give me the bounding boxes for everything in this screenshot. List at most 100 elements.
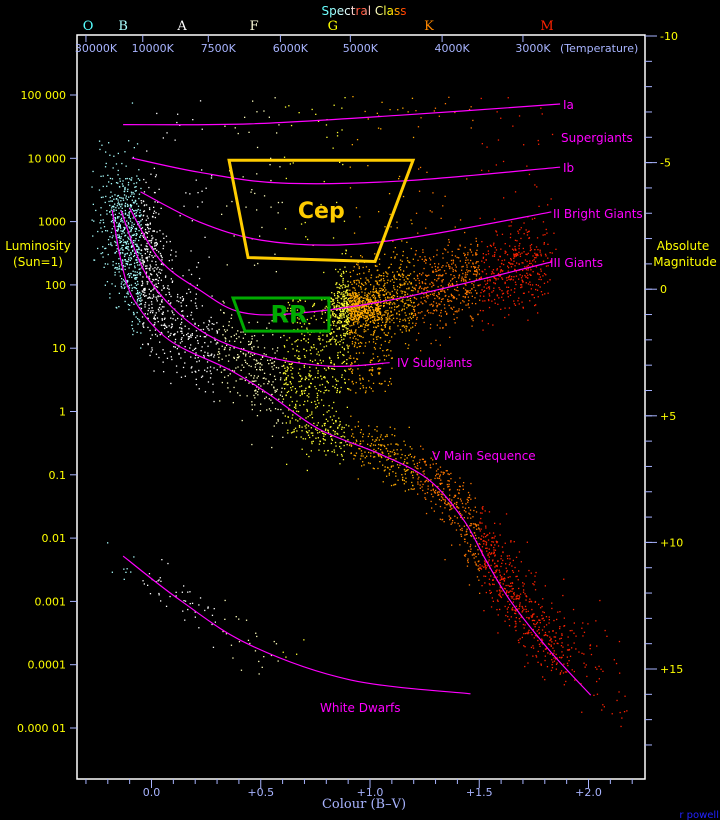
star-point <box>399 464 401 466</box>
star-point <box>127 222 129 224</box>
star-point <box>415 322 417 325</box>
star-point <box>434 290 436 293</box>
star-point <box>133 210 135 212</box>
star-point <box>113 206 115 208</box>
star-point <box>353 345 356 348</box>
star-point <box>454 494 456 497</box>
star-point <box>551 659 553 661</box>
star-point <box>161 299 163 301</box>
star-point <box>333 331 335 333</box>
star-point <box>332 302 334 305</box>
star-point <box>325 428 327 430</box>
star-point <box>171 326 173 328</box>
star-point <box>540 270 542 272</box>
star-point <box>329 333 331 335</box>
star-point <box>309 414 311 416</box>
star-point <box>458 310 460 312</box>
star-point <box>356 306 358 308</box>
star-point <box>452 277 454 280</box>
star-point <box>497 614 499 616</box>
star-point <box>532 255 534 257</box>
star-point <box>513 255 515 257</box>
star-point <box>132 156 135 159</box>
star-point <box>399 286 401 289</box>
star-point <box>413 306 415 308</box>
star-point <box>117 169 119 172</box>
star-point <box>191 366 193 368</box>
star-point <box>456 283 458 285</box>
star-point <box>401 325 403 327</box>
star-point <box>142 214 145 216</box>
star-point <box>330 316 332 318</box>
star-point <box>386 321 388 323</box>
star-points <box>91 96 628 728</box>
star-point <box>378 317 380 319</box>
star-point <box>109 297 111 299</box>
star-point <box>451 507 453 510</box>
star-point <box>491 300 493 302</box>
star-point <box>279 394 282 396</box>
star-point <box>425 512 428 515</box>
star-point <box>309 349 311 351</box>
star-point <box>370 452 372 454</box>
star-point <box>150 266 152 268</box>
star-point <box>316 424 318 426</box>
star-point <box>346 333 349 335</box>
star-point <box>119 237 121 239</box>
star-point <box>269 359 271 361</box>
star-point <box>342 435 344 437</box>
star-point <box>340 303 342 305</box>
star-point <box>458 277 460 279</box>
star-point <box>359 306 361 308</box>
star-point <box>372 315 374 317</box>
star-point <box>456 517 458 519</box>
star-point <box>530 249 532 251</box>
star-point <box>321 311 323 313</box>
star-point <box>210 316 212 319</box>
star-point <box>135 186 137 188</box>
star-point <box>470 544 472 546</box>
star-point <box>131 287 133 289</box>
star-point <box>118 271 120 273</box>
star-point <box>448 241 450 243</box>
star-point <box>285 422 287 424</box>
star-point <box>112 205 115 207</box>
star-point <box>523 633 525 635</box>
star-point <box>442 498 444 501</box>
star-point <box>370 359 372 361</box>
star-point <box>333 324 335 326</box>
star-point <box>306 431 308 434</box>
star-point <box>458 275 460 277</box>
star-point <box>120 283 122 285</box>
star-point <box>195 330 198 332</box>
star-point <box>474 289 477 292</box>
star-point <box>315 367 317 369</box>
star-point <box>263 377 265 379</box>
star-point <box>469 513 471 515</box>
star-point <box>336 388 339 390</box>
star-point <box>124 227 126 229</box>
star-point <box>425 295 428 298</box>
star-point <box>406 326 408 328</box>
star-point <box>488 288 491 290</box>
star-point <box>407 462 409 464</box>
star-point <box>134 243 136 245</box>
star-point <box>529 260 531 262</box>
star-point <box>425 479 428 481</box>
star-point <box>221 381 223 384</box>
star-point <box>124 217 126 219</box>
star-point <box>215 343 217 345</box>
star-point <box>348 317 350 319</box>
star-point <box>561 656 563 658</box>
star-point <box>126 253 128 255</box>
star-point <box>156 298 158 300</box>
star-point <box>350 316 353 318</box>
star-point <box>303 392 306 394</box>
star-point <box>116 216 119 218</box>
star-point <box>459 498 462 500</box>
star-point <box>403 305 405 307</box>
star-point <box>290 369 292 371</box>
star-point <box>281 395 283 397</box>
star-point <box>456 489 459 491</box>
star-point <box>356 295 358 297</box>
